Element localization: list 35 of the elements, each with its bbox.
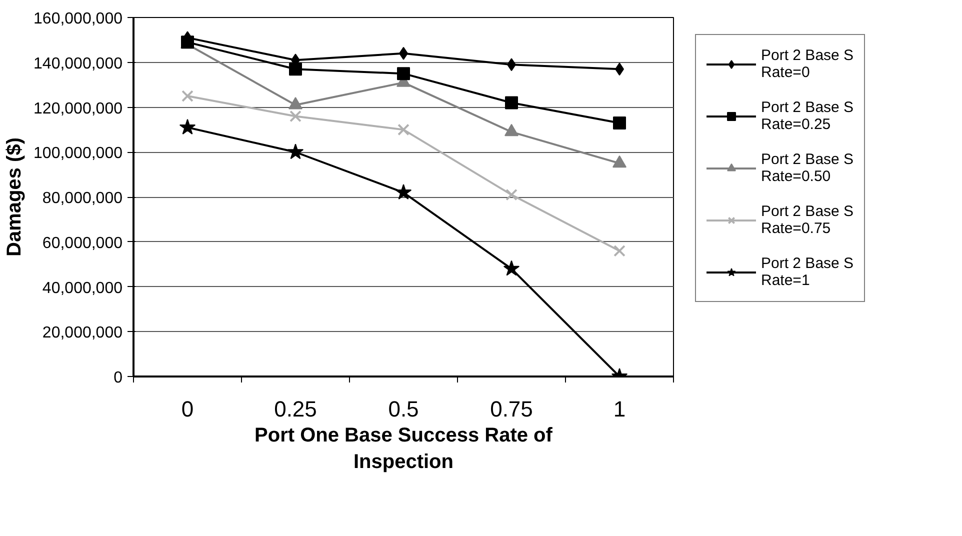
point xyxy=(505,96,518,110)
point xyxy=(179,118,196,134)
y-tick-label: 60,000,000 xyxy=(42,234,123,252)
y-tick-label: 20,000,000 xyxy=(42,324,123,342)
x-axis-title: Port One Base Success Rate of Inspection xyxy=(254,424,553,473)
point xyxy=(398,124,410,136)
x-tick-label: 1 xyxy=(613,396,626,422)
x-tick-label: 0 xyxy=(181,396,194,422)
y-axis-title: Damages ($) xyxy=(4,138,26,256)
x-tick-label: 0.5 xyxy=(388,396,419,422)
y-tick-label: 160,000,000 xyxy=(34,10,123,28)
point xyxy=(182,90,194,102)
legend-label: Port 2 Base S Rate=1 xyxy=(761,254,854,291)
y-tick-label: 40,000,000 xyxy=(42,280,123,297)
point xyxy=(503,260,520,276)
point xyxy=(614,244,626,257)
y-tick-label: 0 xyxy=(114,370,123,386)
point xyxy=(506,188,518,201)
y-tick-label: 120,000,000 xyxy=(34,100,123,118)
x-tick-label: 0.25 xyxy=(274,396,317,422)
y-tick-label: 100,000,000 xyxy=(34,145,123,162)
x-tick-label: 0.75 xyxy=(490,396,533,422)
legend-label: Port 2 Base S Rate=0.75 xyxy=(761,202,854,239)
legend-label: Port 2 Base S Rate=0.25 xyxy=(761,98,854,135)
point xyxy=(287,144,304,160)
y-tick-label: 140,000,000 xyxy=(34,55,123,72)
legend-label: Port 2 Base S Rate=0.50 xyxy=(761,150,854,187)
legend-label: Port 2 Base S Rate=0 xyxy=(761,46,854,83)
y-tick-label: 80,000,000 xyxy=(42,190,123,207)
point xyxy=(397,67,410,80)
point xyxy=(289,62,302,76)
point xyxy=(613,116,626,130)
point xyxy=(395,184,412,200)
point xyxy=(290,110,302,122)
point xyxy=(612,155,626,168)
